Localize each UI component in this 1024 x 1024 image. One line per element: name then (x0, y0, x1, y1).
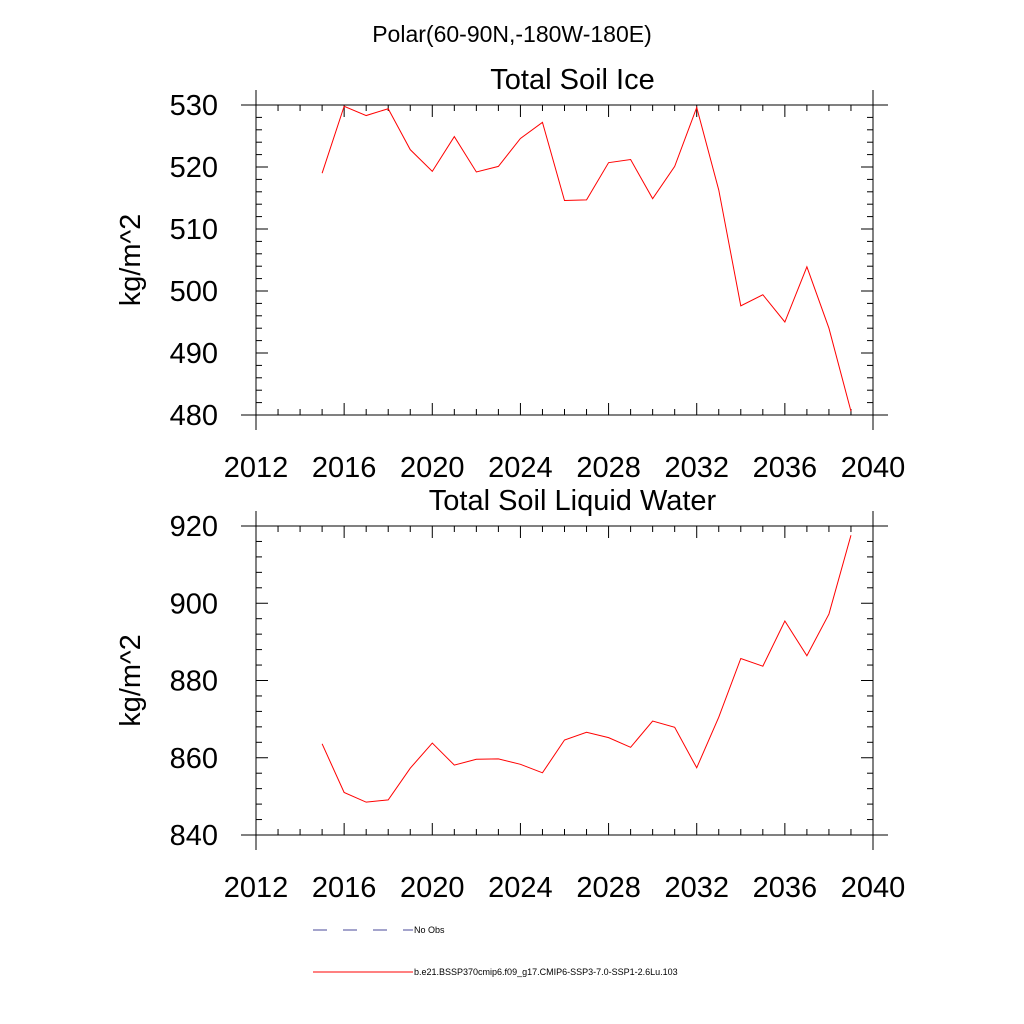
x-tick-label: 2024 (488, 872, 553, 904)
y-tick-label: 510 (170, 214, 218, 246)
x-tick-label: 2020 (400, 452, 465, 484)
x-tick-label: 2024 (488, 452, 553, 484)
x-tick-label: 2036 (753, 452, 818, 484)
legend: No Obs b.e21.BSSP370cmip6.f09_g17.CMIP6-S… (313, 925, 678, 977)
x-tick-label: 2012 (224, 452, 289, 484)
x-tick-label: 2032 (664, 872, 729, 904)
chart-panel-1: Total Soil Ice kg/m^2 2012 2016 2020 2024 2028… (115, 64, 905, 484)
x-tick-label: 2028 (576, 872, 641, 904)
legend-label: No Obs (414, 925, 445, 935)
y-tick-label: 920 (170, 511, 218, 543)
x-tick-label: 2016 (312, 452, 377, 484)
plots-group: Total Soil Ice kg/m^2 2012 2016 2020 2024 2028… (115, 64, 905, 904)
x-tick-label: 2016 (312, 872, 377, 904)
x-tick-label: 2020 (400, 872, 465, 904)
x-tick-label: 2040 (841, 452, 906, 484)
y-tick-label: 860 (170, 743, 218, 775)
legend-label: b.e21.BSSP370cmip6.f09_g17.CMIP6-SSP3-7.… (414, 967, 678, 977)
x-tick-label: 2040 (841, 872, 906, 904)
series-line-1 (321, 105, 852, 412)
series-line-1 (321, 535, 852, 803)
legend-item-1: No Obs (313, 925, 445, 935)
x-tick-label: 2028 (576, 452, 641, 484)
y-tick-label: 900 (170, 588, 218, 620)
y-tick-label: 530 (170, 90, 218, 122)
y-tick-label: 520 (170, 152, 218, 184)
y-axis-label: kg/m^2 (115, 214, 147, 307)
x-tick-label: 2012 (224, 872, 289, 904)
x-tick-label: 2032 (664, 452, 729, 484)
chart-panel-2: Total Soil Liquid Water kg/m^2 2012 2016 202… (115, 485, 905, 904)
y-tick-label: 500 (170, 276, 218, 308)
chart-title: Total Soil Liquid Water (429, 485, 717, 517)
y-tick-label: 490 (170, 338, 218, 370)
x-tick-label: 2036 (753, 872, 818, 904)
chart-title: Total Soil Ice (490, 64, 654, 96)
y-tick-label: 880 (170, 666, 218, 698)
legend-item-2: b.e21.BSSP370cmip6.f09_g17.CMIP6-SSP3-7.… (313, 967, 678, 977)
y-axis-label: kg/m^2 (115, 634, 147, 727)
y-tick-label: 480 (170, 400, 218, 432)
y-tick-label: 840 (170, 820, 218, 852)
page-title: Polar(60-90N,-180W-180E) (372, 21, 652, 47)
